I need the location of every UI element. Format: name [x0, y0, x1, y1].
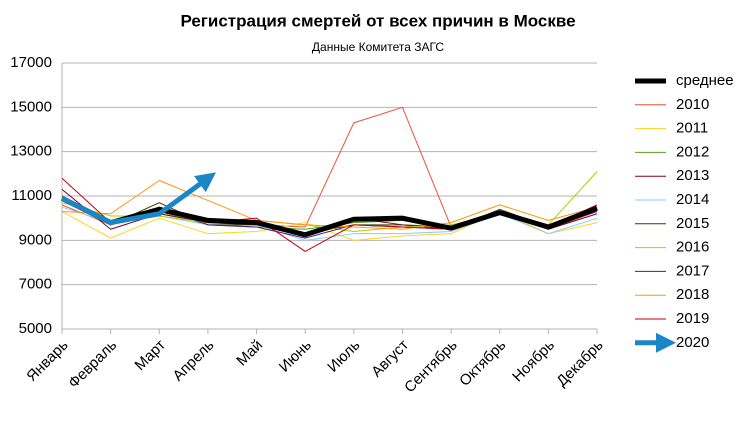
- y-tick-label: 9000: [19, 231, 52, 248]
- y-tick-label: 11000: [11, 187, 52, 204]
- legend-label: 2012: [676, 143, 709, 160]
- legend-label: 2019: [676, 310, 709, 327]
- y-tick-label: 5000: [19, 320, 52, 337]
- legend-label: 2011: [676, 120, 708, 137]
- legend-label: 2015: [676, 215, 709, 232]
- y-tick-label: 13000: [10, 143, 52, 160]
- series-line: [60, 172, 216, 226]
- legend-label: 2020: [676, 334, 709, 351]
- legend-label: 2016: [676, 239, 709, 256]
- y-tick-label: 7000: [19, 276, 52, 293]
- legend-label: среднее: [676, 72, 734, 89]
- y-tick-label: 17000: [10, 54, 52, 71]
- y-tick-label: 15000: [10, 98, 52, 115]
- legend-label: 2014: [676, 191, 709, 208]
- legend-label: 2013: [676, 167, 709, 184]
- legend-label: 2017: [676, 262, 709, 279]
- legend-label: 2018: [676, 286, 709, 303]
- chart-title: Регистрация смертей от всех причин в Мос…: [180, 11, 575, 30]
- series-line: [60, 195, 598, 238]
- chart-subtitle: Данные Комитета ЗАГС: [312, 40, 445, 54]
- legend-label: 2010: [676, 96, 709, 113]
